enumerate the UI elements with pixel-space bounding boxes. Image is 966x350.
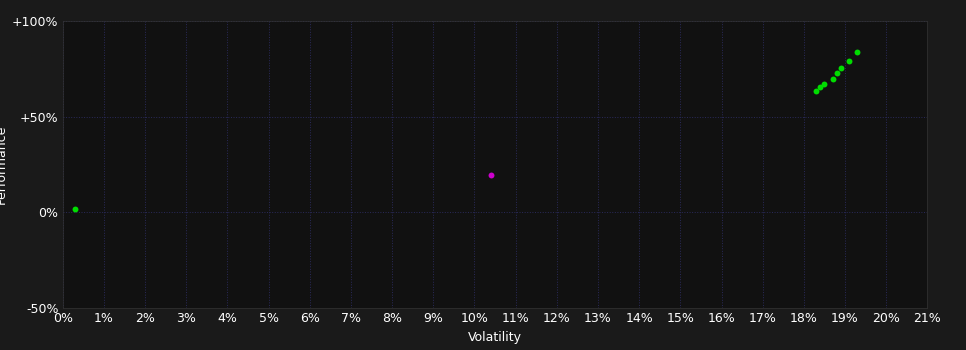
Point (829, 70, 844, 76)
Point (825, 77, 840, 82)
Y-axis label: Performance: Performance (0, 125, 8, 204)
Point (68, 206, 83, 211)
X-axis label: Volatility: Volatility (469, 331, 522, 344)
Point (833, 65, 849, 71)
Point (816, 81, 832, 87)
Point (812, 84, 828, 90)
Point (809, 88, 824, 94)
Point (483, 172, 498, 178)
Point (841, 58, 857, 64)
Point (850, 49, 866, 54)
